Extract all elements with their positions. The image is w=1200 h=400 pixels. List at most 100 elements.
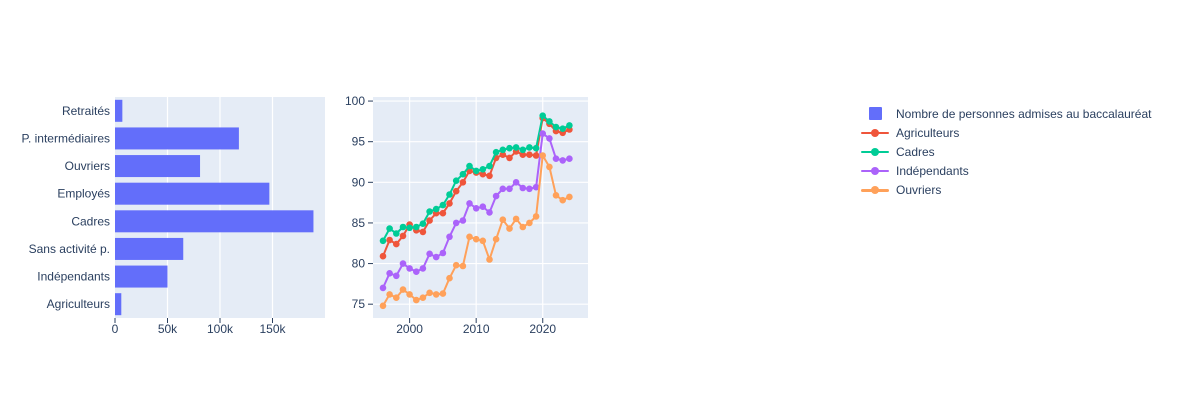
- point-agriculteurs[interactable]: [439, 209, 447, 217]
- point-ouvriers[interactable]: [432, 291, 440, 298]
- point-agriculteurs[interactable]: [452, 187, 460, 195]
- bar-sans-activite-p[interactable]: [115, 237, 184, 260]
- point-independants[interactable]: [526, 185, 533, 193]
- point-independants[interactable]: [466, 200, 473, 207]
- point-independants[interactable]: [459, 217, 467, 224]
- point-cadres[interactable]: [439, 201, 447, 209]
- point-independants[interactable]: [393, 272, 400, 280]
- point-cadres[interactable]: [512, 144, 520, 151]
- point-independants[interactable]: [559, 157, 566, 164]
- point-cadres[interactable]: [386, 225, 393, 232]
- point-independants[interactable]: [566, 155, 573, 162]
- point-ouvriers[interactable]: [519, 223, 527, 231]
- point-cadres[interactable]: [379, 237, 387, 245]
- point-cadres[interactable]: [552, 123, 560, 131]
- bar-agriculteurs[interactable]: [115, 293, 122, 316]
- point-agriculteurs[interactable]: [419, 228, 427, 236]
- point-independants[interactable]: [519, 184, 527, 192]
- legend-item-nombre-de-personnes-admises-au-baccalaureat[interactable]: Nombre de personnes admises au baccalaur…: [856, 104, 1151, 123]
- point-ouvriers[interactable]: [499, 216, 507, 223]
- point-independants[interactable]: [446, 233, 453, 241]
- point-ouvriers[interactable]: [399, 286, 407, 293]
- point-agriculteurs[interactable]: [486, 172, 493, 180]
- point-ouvriers[interactable]: [439, 290, 447, 297]
- legend-item-independants[interactable]: Indépendants: [856, 162, 1151, 181]
- point-cadres[interactable]: [519, 146, 527, 154]
- bar-cadres[interactable]: [115, 210, 314, 233]
- legend-item-cadres[interactable]: Cadres: [856, 142, 1151, 161]
- point-agriculteurs[interactable]: [379, 252, 387, 260]
- point-cadres[interactable]: [506, 144, 513, 152]
- point-cadres[interactable]: [406, 224, 413, 232]
- point-ouvriers[interactable]: [566, 193, 573, 201]
- bar-retraites[interactable]: [115, 99, 123, 122]
- point-ouvriers[interactable]: [406, 291, 413, 298]
- point-cadres[interactable]: [459, 170, 467, 178]
- point-independants[interactable]: [539, 130, 546, 137]
- point-ouvriers[interactable]: [413, 296, 420, 304]
- point-agriculteurs[interactable]: [479, 170, 487, 178]
- point-ouvriers[interactable]: [386, 291, 393, 298]
- point-independants[interactable]: [486, 209, 493, 216]
- point-agriculteurs[interactable]: [386, 236, 393, 244]
- point-cadres[interactable]: [413, 223, 420, 231]
- point-independants[interactable]: [512, 179, 520, 186]
- point-cadres[interactable]: [559, 125, 566, 132]
- point-independants[interactable]: [399, 260, 407, 267]
- point-independants[interactable]: [439, 249, 447, 257]
- point-cadres[interactable]: [452, 177, 460, 184]
- point-agriculteurs[interactable]: [526, 151, 533, 158]
- point-independants[interactable]: [386, 270, 393, 277]
- point-cadres[interactable]: [492, 148, 500, 156]
- point-independants[interactable]: [499, 185, 507, 193]
- point-ouvriers[interactable]: [446, 274, 453, 282]
- point-ouvriers[interactable]: [532, 213, 540, 220]
- point-cadres[interactable]: [419, 220, 427, 227]
- point-ouvriers[interactable]: [466, 233, 473, 241]
- point-agriculteurs[interactable]: [399, 232, 407, 240]
- point-cadres[interactable]: [426, 208, 433, 215]
- point-cadres[interactable]: [399, 223, 407, 231]
- point-cadres[interactable]: [546, 118, 553, 125]
- point-independants[interactable]: [506, 185, 513, 193]
- point-cadres[interactable]: [472, 167, 480, 175]
- point-agriculteurs[interactable]: [426, 217, 433, 224]
- point-independants[interactable]: [546, 135, 553, 142]
- point-agriculteurs[interactable]: [459, 179, 467, 186]
- point-cadres[interactable]: [539, 112, 546, 119]
- bar-employes[interactable]: [115, 182, 270, 205]
- point-ouvriers[interactable]: [552, 192, 560, 199]
- bar-p-intermediaires[interactable]: [115, 127, 239, 150]
- point-cadres[interactable]: [393, 230, 400, 237]
- point-ouvriers[interactable]: [452, 261, 460, 269]
- point-ouvriers[interactable]: [459, 262, 467, 270]
- point-ouvriers[interactable]: [393, 294, 400, 302]
- point-cadres[interactable]: [466, 162, 473, 170]
- point-ouvriers[interactable]: [419, 294, 427, 302]
- point-cadres[interactable]: [446, 191, 453, 198]
- bar-independants[interactable]: [115, 265, 168, 288]
- point-agriculteurs[interactable]: [393, 240, 400, 248]
- point-ouvriers[interactable]: [486, 256, 493, 263]
- point-ouvriers[interactable]: [526, 219, 533, 227]
- point-independants[interactable]: [552, 155, 560, 162]
- point-independants[interactable]: [406, 265, 413, 272]
- point-ouvriers[interactable]: [512, 215, 520, 223]
- point-cadres[interactable]: [526, 144, 533, 151]
- point-ouvriers[interactable]: [426, 289, 433, 297]
- point-cadres[interactable]: [499, 146, 507, 154]
- point-cadres[interactable]: [479, 166, 487, 173]
- point-independants[interactable]: [532, 183, 540, 191]
- point-agriculteurs[interactable]: [519, 151, 527, 158]
- point-cadres[interactable]: [566, 122, 573, 129]
- point-independants[interactable]: [492, 192, 500, 200]
- point-agriculteurs[interactable]: [532, 152, 540, 159]
- point-independants[interactable]: [426, 250, 433, 258]
- point-cadres[interactable]: [532, 144, 540, 152]
- point-ouvriers[interactable]: [546, 163, 553, 171]
- legend-item-ouvriers[interactable]: Ouvriers: [856, 181, 1151, 200]
- point-ouvriers[interactable]: [539, 152, 546, 159]
- point-agriculteurs[interactable]: [506, 154, 513, 162]
- point-independants[interactable]: [479, 203, 487, 210]
- point-ouvriers[interactable]: [472, 235, 480, 243]
